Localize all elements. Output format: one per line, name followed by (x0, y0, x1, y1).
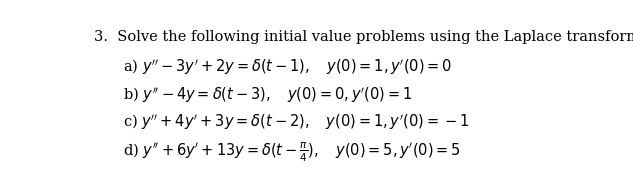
Text: b) $y'' - 4y = \delta(t-3), \quad y(0) = 0, y'(0) = 1$: b) $y'' - 4y = \delta(t-3), \quad y(0) =… (123, 85, 413, 105)
Text: 3.  Solve the following initial value problems using the Laplace transform:: 3. Solve the following initial value pro… (94, 30, 633, 44)
Text: d) $y'' + 6y' + 13y = \delta(t - \frac{\pi}{4}), \quad y(0) = 5, y'(0) = 5$: d) $y'' + 6y' + 13y = \delta(t - \frac{\… (123, 140, 461, 164)
Text: c) $y'' + 4y' + 3y = \delta(t-2), \quad y(0) = 1, y'(0) = -1$: c) $y'' + 4y' + 3y = \delta(t-2), \quad … (123, 113, 470, 132)
Text: a) $y'' - 3y' + 2y = \delta(t-1), \quad y(0) = 1, y'(0) = 0$: a) $y'' - 3y' + 2y = \delta(t-1), \quad … (123, 57, 453, 77)
